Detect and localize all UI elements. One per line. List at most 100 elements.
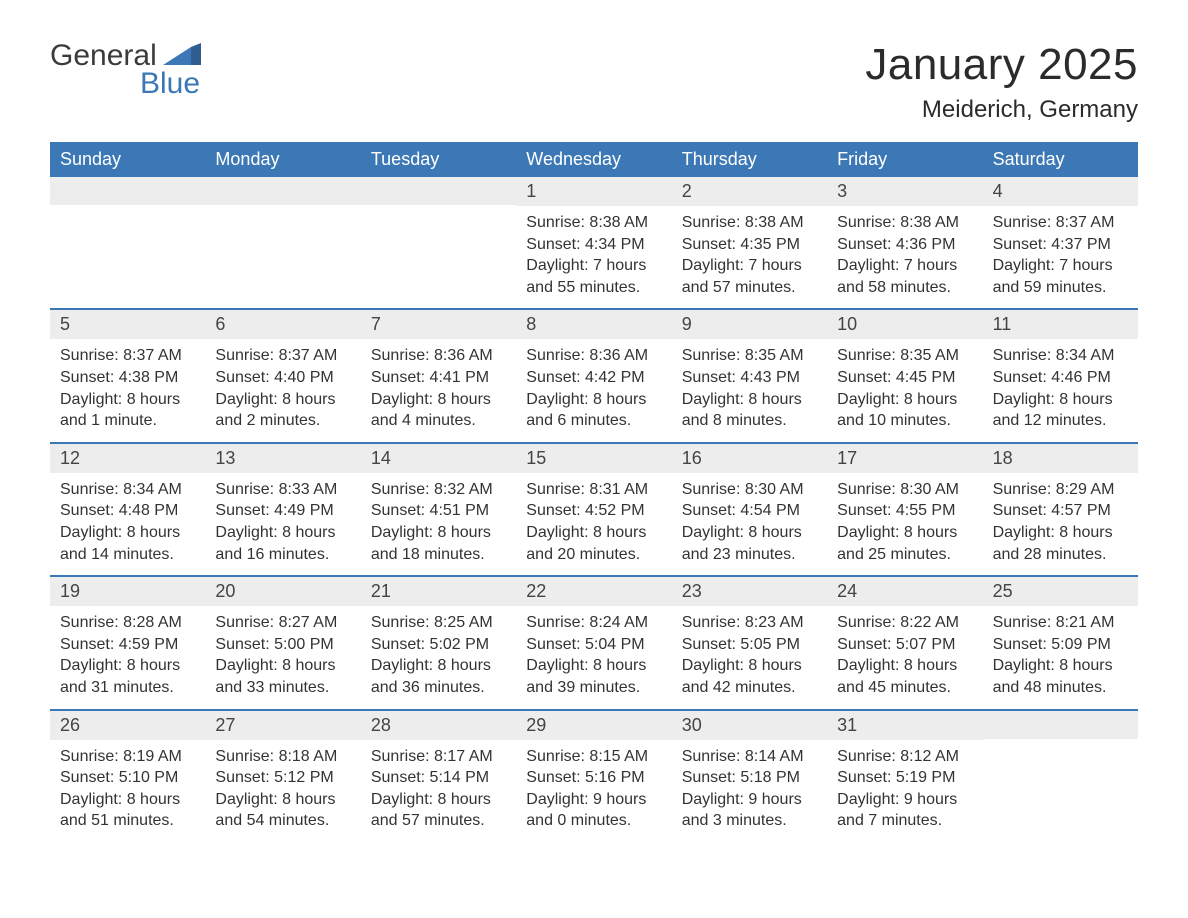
sunset-line: Sunset: 4:37 PM: [993, 234, 1128, 256]
day-number: 19: [50, 577, 205, 606]
sunrise-line: Sunrise: 8:18 AM: [215, 746, 350, 768]
sunset-line: Sunset: 4:36 PM: [837, 234, 972, 256]
location-label: Meiderich, Germany: [865, 96, 1138, 124]
sunrise-line: Sunrise: 8:38 AM: [526, 212, 661, 234]
sunset-line: Sunset: 4:57 PM: [993, 500, 1128, 522]
day-cell: 21Sunrise: 8:25 AMSunset: 5:02 PMDayligh…: [361, 577, 516, 708]
sunrise-line: Sunrise: 8:35 AM: [682, 345, 817, 367]
sunrise-line: Sunrise: 8:15 AM: [526, 746, 661, 768]
sunrise-line: Sunrise: 8:24 AM: [526, 612, 661, 634]
daylight-line-2: and 10 minutes.: [837, 410, 972, 432]
day-number: 15: [516, 444, 671, 473]
sunset-line: Sunset: 5:07 PM: [837, 634, 972, 656]
sunset-line: Sunset: 4:43 PM: [682, 367, 817, 389]
day-body: Sunrise: 8:37 AMSunset: 4:40 PMDaylight:…: [205, 339, 360, 441]
sunset-line: Sunset: 4:59 PM: [60, 634, 195, 656]
week-row: 26Sunrise: 8:19 AMSunset: 5:10 PMDayligh…: [50, 709, 1138, 842]
daylight-line-2: and 20 minutes.: [526, 544, 661, 566]
day-cell: 25Sunrise: 8:21 AMSunset: 5:09 PMDayligh…: [983, 577, 1138, 708]
daylight-line-2: and 45 minutes.: [837, 677, 972, 699]
day-body: Sunrise: 8:17 AMSunset: 5:14 PMDaylight:…: [361, 740, 516, 842]
sunset-line: Sunset: 4:34 PM: [526, 234, 661, 256]
sunset-line: Sunset: 5:16 PM: [526, 767, 661, 789]
daylight-line-1: Daylight: 7 hours: [526, 255, 661, 277]
day-cell: 6Sunrise: 8:37 AMSunset: 4:40 PMDaylight…: [205, 310, 360, 441]
day-cell: 10Sunrise: 8:35 AMSunset: 4:45 PMDayligh…: [827, 310, 982, 441]
sunrise-line: Sunrise: 8:34 AM: [993, 345, 1128, 367]
day-number: 20: [205, 577, 360, 606]
week-row: 12Sunrise: 8:34 AMSunset: 4:48 PMDayligh…: [50, 442, 1138, 575]
day-body: Sunrise: 8:30 AMSunset: 4:54 PMDaylight:…: [672, 473, 827, 575]
day-number: 9: [672, 310, 827, 339]
day-cell: 30Sunrise: 8:14 AMSunset: 5:18 PMDayligh…: [672, 711, 827, 842]
day-number: 26: [50, 711, 205, 740]
day-cell: 8Sunrise: 8:36 AMSunset: 4:42 PMDaylight…: [516, 310, 671, 441]
day-cell: 26Sunrise: 8:19 AMSunset: 5:10 PMDayligh…: [50, 711, 205, 842]
daylight-line-2: and 28 minutes.: [993, 544, 1128, 566]
daylight-line-2: and 8 minutes.: [682, 410, 817, 432]
day-body: Sunrise: 8:36 AMSunset: 4:42 PMDaylight:…: [516, 339, 671, 441]
day-cell: 27Sunrise: 8:18 AMSunset: 5:12 PMDayligh…: [205, 711, 360, 842]
day-cell: 14Sunrise: 8:32 AMSunset: 4:51 PMDayligh…: [361, 444, 516, 575]
daylight-line-1: Daylight: 7 hours: [993, 255, 1128, 277]
daylight-line-2: and 31 minutes.: [60, 677, 195, 699]
daylight-line-1: Daylight: 8 hours: [215, 522, 350, 544]
day-body: Sunrise: 8:36 AMSunset: 4:41 PMDaylight:…: [361, 339, 516, 441]
sunset-line: Sunset: 5:02 PM: [371, 634, 506, 656]
day-cell: 5Sunrise: 8:37 AMSunset: 4:38 PMDaylight…: [50, 310, 205, 441]
day-body: Sunrise: 8:30 AMSunset: 4:55 PMDaylight:…: [827, 473, 982, 575]
daylight-line-1: Daylight: 8 hours: [60, 522, 195, 544]
day-body: Sunrise: 8:12 AMSunset: 5:19 PMDaylight:…: [827, 740, 982, 842]
daylight-line-1: Daylight: 8 hours: [682, 655, 817, 677]
day-body: Sunrise: 8:31 AMSunset: 4:52 PMDaylight:…: [516, 473, 671, 575]
logo-word2: Blue: [50, 68, 201, 100]
daylight-line-2: and 57 minutes.: [682, 277, 817, 299]
day-body: Sunrise: 8:34 AMSunset: 4:48 PMDaylight:…: [50, 473, 205, 575]
daylight-line-2: and 14 minutes.: [60, 544, 195, 566]
day-number: 7: [361, 310, 516, 339]
daylight-line-2: and 25 minutes.: [837, 544, 972, 566]
daylight-line-1: Daylight: 8 hours: [371, 789, 506, 811]
daylight-line-2: and 3 minutes.: [682, 810, 817, 832]
day-number: 29: [516, 711, 671, 740]
day-number: 1: [516, 177, 671, 206]
day-cell: 11Sunrise: 8:34 AMSunset: 4:46 PMDayligh…: [983, 310, 1138, 441]
sunset-line: Sunset: 5:12 PM: [215, 767, 350, 789]
sunrise-line: Sunrise: 8:25 AM: [371, 612, 506, 634]
day-cell: 28Sunrise: 8:17 AMSunset: 5:14 PMDayligh…: [361, 711, 516, 842]
daylight-line-1: Daylight: 8 hours: [837, 655, 972, 677]
sunrise-line: Sunrise: 8:34 AM: [60, 479, 195, 501]
daylight-line-1: Daylight: 8 hours: [526, 522, 661, 544]
day-cell: 20Sunrise: 8:27 AMSunset: 5:00 PMDayligh…: [205, 577, 360, 708]
day-number: 25: [983, 577, 1138, 606]
sunset-line: Sunset: 5:00 PM: [215, 634, 350, 656]
weeks-container: 1Sunrise: 8:38 AMSunset: 4:34 PMDaylight…: [50, 177, 1138, 842]
day-body: Sunrise: 8:35 AMSunset: 4:43 PMDaylight:…: [672, 339, 827, 441]
daylight-line-2: and 42 minutes.: [682, 677, 817, 699]
day-body: Sunrise: 8:25 AMSunset: 5:02 PMDaylight:…: [361, 606, 516, 708]
sunset-line: Sunset: 4:45 PM: [837, 367, 972, 389]
day-cell: 4Sunrise: 8:37 AMSunset: 4:37 PMDaylight…: [983, 177, 1138, 308]
day-number: [50, 177, 205, 205]
daylight-line-2: and 0 minutes.: [526, 810, 661, 832]
sunrise-line: Sunrise: 8:17 AM: [371, 746, 506, 768]
day-body: Sunrise: 8:18 AMSunset: 5:12 PMDaylight:…: [205, 740, 360, 842]
weekday-header: Sunday: [50, 142, 205, 177]
day-cell: 16Sunrise: 8:30 AMSunset: 4:54 PMDayligh…: [672, 444, 827, 575]
sunrise-line: Sunrise: 8:21 AM: [993, 612, 1128, 634]
daylight-line-1: Daylight: 8 hours: [215, 789, 350, 811]
daylight-line-1: Daylight: 8 hours: [60, 655, 195, 677]
sunrise-line: Sunrise: 8:33 AM: [215, 479, 350, 501]
sunset-line: Sunset: 4:40 PM: [215, 367, 350, 389]
day-number: 23: [672, 577, 827, 606]
weekday-header: Friday: [827, 142, 982, 177]
sunrise-line: Sunrise: 8:19 AM: [60, 746, 195, 768]
daylight-line-1: Daylight: 8 hours: [837, 389, 972, 411]
sunrise-line: Sunrise: 8:23 AM: [682, 612, 817, 634]
daylight-line-1: Daylight: 8 hours: [526, 655, 661, 677]
day-cell: 19Sunrise: 8:28 AMSunset: 4:59 PMDayligh…: [50, 577, 205, 708]
day-body: Sunrise: 8:15 AMSunset: 5:16 PMDaylight:…: [516, 740, 671, 842]
daylight-line-1: Daylight: 8 hours: [215, 389, 350, 411]
day-cell: 7Sunrise: 8:36 AMSunset: 4:41 PMDaylight…: [361, 310, 516, 441]
weekday-header: Saturday: [983, 142, 1138, 177]
